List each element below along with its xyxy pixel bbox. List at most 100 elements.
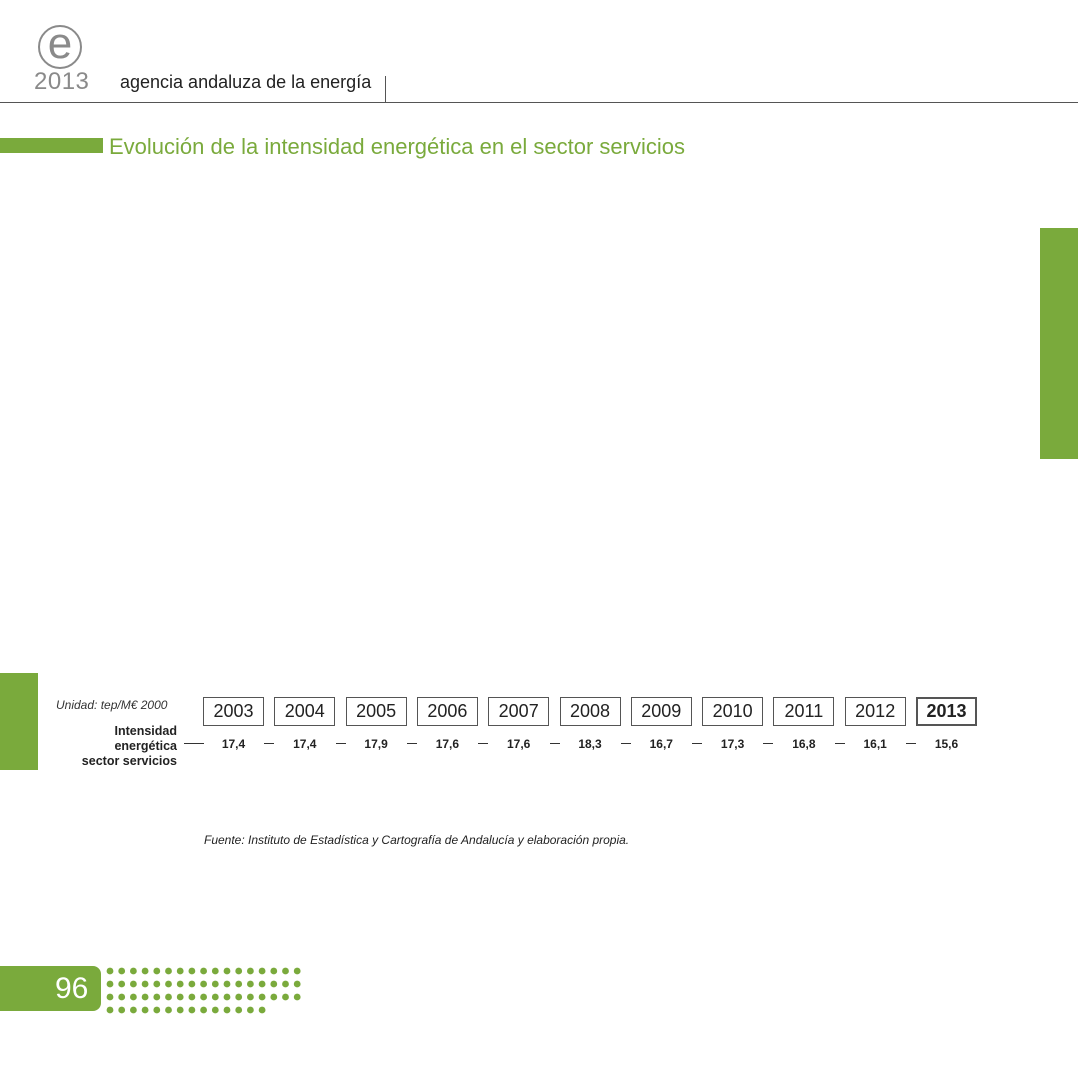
decorative-dot [106,993,114,1001]
decorative-dot [141,967,149,975]
row-separator-dash [264,743,275,744]
decorative-dot [223,1006,231,1014]
intensity-value: 16,7 [649,737,673,751]
decorative-dot [153,993,161,1001]
agency-name: agencia andaluza de la energía [120,72,372,92]
decorative-dot [258,980,266,988]
decorative-dot [118,993,126,1001]
intensity-value: 17,6 [435,737,460,751]
row-label-line: sector servicios [81,754,177,768]
decorative-dot [176,980,184,988]
row-separator-dash [478,743,489,744]
decorative-dot [106,980,114,988]
decorative-dot [106,1006,114,1014]
decorative-dot [130,993,137,1001]
decorative-dot [141,980,149,988]
intensity-value: 17,3 [720,737,745,751]
decorative-dot [165,967,172,975]
decorative-dot [247,980,254,988]
logo-letter: e [47,18,73,68]
decorative-dot [247,1006,254,1014]
decorative-dot [130,980,137,988]
year-header: 2008 [559,697,621,726]
decorative-dot [153,967,161,975]
intensity-value: 15,6 [934,737,959,751]
row-separator-dash [763,743,774,744]
decorative-dot [293,980,301,988]
row-separator-dash [335,743,346,744]
intensity-value: 16,1 [863,737,887,751]
row-separator-dash [692,743,703,744]
year-header: 2009 [630,697,692,726]
row-connector-dash [184,743,204,744]
decorative-dot [200,967,208,975]
intensity-value: 18,3 [578,737,602,751]
intensity-value: 17,9 [364,737,388,751]
decorative-dot [247,993,254,1001]
decorative-dot [188,993,196,1001]
decorative-dot [130,1006,137,1014]
decorative-dot [200,980,208,988]
year-header: 2012 [844,697,906,726]
header-divider-horizontal [0,102,1078,103]
intensity-value: 17,4 [293,737,317,751]
row-separator-dash [620,743,631,744]
decorative-dot [270,980,278,988]
decorative-dot [188,967,196,975]
decorative-dot [165,993,172,1001]
intensity-value: 16,8 [792,737,816,751]
decorative-dot [211,967,219,975]
page-number-tab [0,966,101,1011]
row-separator-dash [834,743,845,744]
row-separator-dash [549,743,560,744]
decorative-dot [106,967,114,975]
row-separator-dash [906,743,916,744]
decorative-dot [282,980,289,988]
logo-year: 2013 [34,68,90,95]
year-header: 2013 [916,697,977,726]
decorative-dot [258,993,266,1001]
year-header: 2003 [203,697,264,726]
year-header: 2010 [702,697,764,726]
intensity-value: 17,6 [507,737,531,751]
year-header: 2007 [488,697,550,726]
decorative-dot [282,993,289,1001]
unit-label: Unidad: tep/M€ 2000 [56,698,168,712]
decorative-dot [211,980,219,988]
title-accent-bar [0,138,103,153]
decorative-dot [165,1006,172,1014]
decorative-dot [118,1006,126,1014]
header-divider-vertical [385,76,386,102]
decorative-dot [118,967,126,975]
section-title: Evolución de la intensidad energética en… [109,134,685,159]
year-header: 2006 [416,697,478,726]
decorative-dot [270,967,278,975]
decorative-dot [223,980,231,988]
decorative-dot [282,967,289,975]
decorative-dot [176,993,184,1001]
decorative-dot [235,980,243,988]
row-label-line: Intensidad [114,724,177,738]
decorative-dot [235,993,243,1001]
decorative-dot [258,967,266,975]
row-label: Intensidad energética sector servicios [60,724,177,769]
intensity-value: 17,4 [221,737,246,751]
decorative-dot [188,980,196,988]
side-tab-left [0,673,38,770]
decorative-dot [176,1006,184,1014]
decorative-dot [211,1006,219,1014]
decorative-dot [235,967,243,975]
decorative-dot [141,993,149,1001]
side-tab-right [1040,228,1078,459]
year-header: 2004 [274,697,336,726]
decorative-dot [235,1006,243,1014]
logo-e-icon: e [38,18,82,69]
decorative-dot [118,980,126,988]
decorative-dot [153,1006,161,1014]
decorative-dot [130,967,137,975]
source-note: Fuente: Instituto de Estadística y Carto… [204,833,630,847]
page-number: 96 [55,972,89,1005]
row-label-line: energética [114,739,177,753]
year-header: 2011 [773,697,835,726]
